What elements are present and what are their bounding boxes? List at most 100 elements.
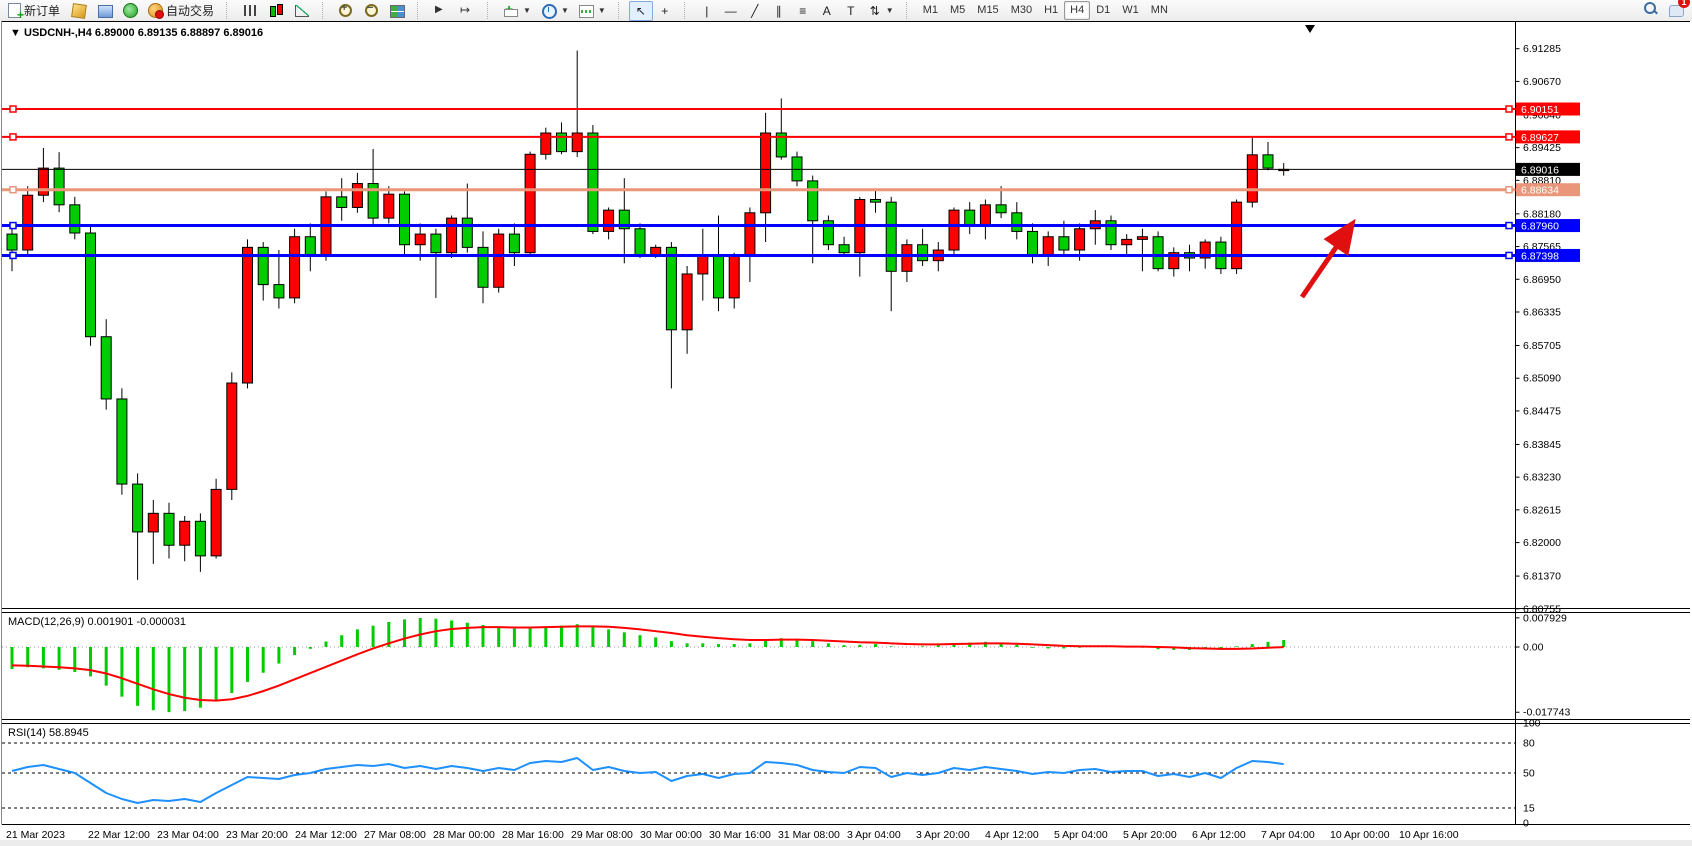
time-tick-label: 3 Apr 04:00 xyxy=(847,829,901,841)
toolbar-button-label: 新订单 xyxy=(24,4,61,18)
line-anchor[interactable] xyxy=(9,221,17,230)
text-button[interactable]: A xyxy=(815,1,839,21)
price-level-badge xyxy=(1516,102,1580,116)
timeframe-button-w1[interactable]: W1 xyxy=(1122,4,1139,16)
tile-windows-button[interactable] xyxy=(385,1,410,21)
market-watch-icon xyxy=(71,2,87,19)
candle-body xyxy=(430,233,442,254)
line-anchor[interactable] xyxy=(1505,105,1513,113)
time-tick-label: 29 Mar 08:00 xyxy=(571,829,633,841)
price-tick-label: 6.82615 xyxy=(1523,504,1561,516)
navigator-icon xyxy=(123,3,139,18)
timeframe-button-d1[interactable]: D1 xyxy=(1096,4,1111,16)
line-anchor[interactable] xyxy=(1505,251,1513,260)
timeframe-button-m5[interactable]: M5 xyxy=(950,4,966,16)
timeframe-button-h4[interactable]: H4 xyxy=(1064,1,1091,20)
line-anchor[interactable] xyxy=(1505,185,1513,194)
channel-button[interactable]: ∥ xyxy=(767,1,791,21)
data-window-button[interactable] xyxy=(93,1,118,21)
candlestick-chart-button[interactable] xyxy=(263,1,289,21)
line-chart-button[interactable] xyxy=(289,1,315,21)
price-tick-label: 6.89425 xyxy=(1523,142,1561,154)
price-tick-label: 6.91285 xyxy=(1523,43,1561,55)
indicators-button[interactable]: ▼ xyxy=(498,1,536,21)
navigator-button[interactable] xyxy=(118,1,143,21)
search-button[interactable] xyxy=(1643,1,1659,20)
timeframe-button-m1[interactable]: M1 xyxy=(922,4,938,16)
time-axis[interactable]: 21 Mar 2023 22 Mar 12:00 23 Mar 04:00 23 Ma… xyxy=(0,829,1692,846)
candle-body xyxy=(618,209,630,230)
bar-chart-button[interactable] xyxy=(237,1,263,21)
market-watch-button[interactable] xyxy=(65,1,93,21)
line-anchor[interactable] xyxy=(9,133,17,141)
candle-body xyxy=(901,244,913,272)
candlestick-chart-icon xyxy=(268,3,284,19)
timeframe-button-m15[interactable]: M15 xyxy=(977,4,999,16)
candle-body xyxy=(838,244,850,254)
periods-button[interactable]: ▼ xyxy=(536,1,574,21)
line-anchor[interactable] xyxy=(9,185,17,194)
price-level-badge-label: 6.90151 xyxy=(1521,104,1559,116)
line-anchor[interactable] xyxy=(9,105,17,113)
chart-shift-marker[interactable] xyxy=(1305,25,1315,33)
price-tick-label: 6.90670 xyxy=(1523,76,1561,88)
candle-body xyxy=(713,254,724,299)
text-icon: A xyxy=(822,3,831,18)
candle-body xyxy=(822,220,834,246)
candle-body xyxy=(1105,220,1117,246)
chevron-down-icon[interactable]: ▼ xyxy=(560,6,569,15)
candle-body xyxy=(289,236,301,299)
timeframe-button-m30[interactable]: M30 xyxy=(1010,4,1033,16)
cursor-button[interactable]: ↖ xyxy=(628,0,653,21)
symbol-dropdown-icon[interactable]: ▼ xyxy=(10,27,21,39)
candle-body xyxy=(273,284,285,299)
trendline-button[interactable]: ╱ xyxy=(743,1,767,21)
time-tick-label: 24 Mar 12:00 xyxy=(295,829,357,841)
autotrading-button[interactable]: 自动交易 xyxy=(143,1,219,21)
price-tick-label: 6.84475 xyxy=(1523,405,1561,417)
new-order-button[interactable]: 新订单 xyxy=(3,1,65,22)
crosshair-button[interactable]: + xyxy=(653,1,677,21)
arrows-tool-button[interactable]: ⇅ ▼ xyxy=(863,1,899,21)
chevron-down-icon[interactable]: ▼ xyxy=(885,6,894,15)
chart-shift-button[interactable] xyxy=(454,1,480,21)
candle-body xyxy=(179,520,191,546)
time-tick-label: 7 Apr 04:00 xyxy=(1261,829,1315,841)
zoom-out-button[interactable] xyxy=(359,1,385,21)
price-tick-label: 6.86335 xyxy=(1523,306,1561,318)
chart-objects[interactable] xyxy=(2,105,1516,299)
candle-body xyxy=(964,209,976,227)
text-label-button[interactable]: T xyxy=(839,1,863,21)
notifications-button[interactable]: 1 xyxy=(1669,0,1690,20)
price-axis[interactable]: 6.912856.906706.900406.894256.888106.881… xyxy=(1515,21,1581,830)
vertical-line-button[interactable]: | xyxy=(695,1,719,21)
price-level-badge-label: 6.89627 xyxy=(1521,132,1559,144)
timeframe-button-mn[interactable]: MN xyxy=(1150,4,1168,16)
rsi-tick-label: 15 xyxy=(1523,803,1535,815)
fibonacci-button[interactable]: ≡ xyxy=(791,1,815,21)
chevron-down-icon[interactable]: ▼ xyxy=(523,6,531,15)
line-anchor[interactable] xyxy=(1505,221,1513,230)
chevron-down-icon[interactable]: ▼ xyxy=(597,6,606,15)
candle-body xyxy=(1152,236,1164,270)
price-tick-label: 6.85705 xyxy=(1523,340,1561,352)
candle-body xyxy=(100,336,112,400)
line-anchor[interactable] xyxy=(9,251,17,260)
zoom-in-button[interactable] xyxy=(333,1,359,21)
horizontal-line-button[interactable]: — xyxy=(719,1,743,21)
toolbar-separator xyxy=(226,2,232,19)
candle-body xyxy=(1168,252,1180,270)
candles xyxy=(6,50,1290,580)
candle-body xyxy=(760,132,772,214)
line-anchor[interactable] xyxy=(1505,133,1513,141)
candle-body xyxy=(477,246,489,288)
auto-scroll-button[interactable] xyxy=(428,1,454,21)
candle-body xyxy=(807,180,819,222)
price-level-badge-label: 6.88634 xyxy=(1521,185,1559,197)
candle-body xyxy=(1042,236,1054,256)
arrow-annotation[interactable] xyxy=(1299,218,1356,299)
price-level-badge xyxy=(1516,219,1580,233)
templates-button[interactable]: ▼ xyxy=(574,1,611,21)
periods-icon xyxy=(541,3,557,19)
timeframe-button-h1[interactable]: H1 xyxy=(1044,4,1059,16)
